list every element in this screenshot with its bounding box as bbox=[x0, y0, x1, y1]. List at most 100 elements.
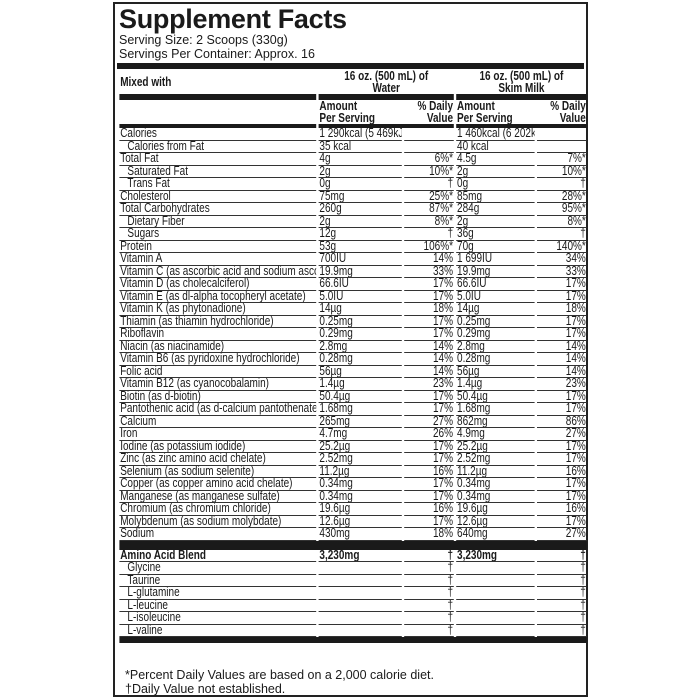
water-amount: 2g bbox=[318, 216, 402, 228]
divider-bar bbox=[117, 63, 584, 69]
milk-amount: 0.34mg bbox=[456, 478, 535, 491]
nutrient-name: Calcium bbox=[119, 416, 317, 428]
divider-bar bbox=[119, 637, 587, 643]
nutrient-name: L-leucine bbox=[119, 600, 317, 612]
water-amount: 50.4µg bbox=[318, 391, 402, 403]
nutrient-name: Amino Acid Blend bbox=[119, 550, 317, 562]
milk-daily-value: † bbox=[537, 228, 587, 241]
nutrient-name: Copper (as copper amino acid chelate) bbox=[119, 478, 317, 491]
milk-daily-value: 34% bbox=[537, 253, 587, 266]
milk-daily-value: 17% bbox=[537, 491, 587, 503]
table-row: L-isoleucine † † bbox=[119, 612, 587, 625]
nutrient-name: Protein bbox=[119, 241, 317, 253]
table-row: Vitamin B12 (as cyanocobalamin) 1.4µg 23% 1… bbox=[119, 378, 587, 391]
water-amount: 0g bbox=[318, 178, 402, 191]
water-daily-value bbox=[404, 128, 454, 141]
nutrient-name: Vitamin E (as dl-alpha tocopheryl acetat… bbox=[119, 291, 317, 303]
milk-amount: 66.6IU bbox=[456, 278, 535, 291]
milk-amount: 3,230mg bbox=[456, 550, 535, 562]
milk-amount: 1 699IU bbox=[456, 253, 535, 266]
water-daily-value: 16% bbox=[404, 503, 454, 516]
milk-daily-value: 17% bbox=[537, 441, 587, 453]
milk-amount: 2g bbox=[456, 216, 535, 228]
milk-amount: 1.68mg bbox=[456, 403, 535, 416]
milk-daily-value bbox=[537, 128, 587, 141]
water-amount: 14µg bbox=[318, 303, 402, 316]
amount-header-milk: Amount Per Serving bbox=[457, 100, 513, 124]
milk-amount: 40 kcal bbox=[456, 141, 535, 153]
water-amount: 12.6µg bbox=[318, 516, 402, 528]
milk-amount bbox=[456, 587, 535, 600]
water-daily-value: 14% bbox=[404, 253, 454, 266]
water-amount: 0.34mg bbox=[318, 491, 402, 503]
nutrient-name: Vitamin B12 (as cyanocobalamin) bbox=[119, 378, 317, 391]
water-daily-value: 106%* bbox=[404, 241, 454, 253]
milk-daily-value bbox=[537, 141, 587, 153]
water-amount: 19.6µg bbox=[318, 503, 402, 516]
panel-title: Supplement Facts bbox=[119, 4, 347, 34]
water-daily-value bbox=[404, 141, 454, 153]
water-amount: 56µg bbox=[318, 366, 402, 378]
water-daily-value: 17% bbox=[404, 391, 454, 403]
milk-daily-value: 17% bbox=[537, 316, 587, 328]
milk-daily-value: 8%* bbox=[537, 216, 587, 228]
table-row: Molybdenum (as sodium molybdate) 12.6µg 17… bbox=[119, 516, 587, 528]
water-amount: 0.29mg bbox=[318, 328, 402, 341]
milk-daily-value: † bbox=[537, 625, 587, 637]
table-row: Sodium 430mg 18% 640mg 27% bbox=[119, 528, 587, 541]
dv-header-water: % Daily Value bbox=[417, 100, 454, 124]
nutrient-name: Zinc (as zinc amino acid chelate) bbox=[119, 453, 317, 466]
milk-daily-value: † bbox=[537, 575, 587, 587]
nutrient-name: Chromium (as chromium chloride) bbox=[119, 503, 317, 516]
table-row: Iron 4.7mg 26% 4.9mg 27% bbox=[119, 428, 587, 441]
milk-daily-value: 14% bbox=[537, 353, 587, 366]
water-amount bbox=[318, 562, 402, 575]
water-amount: 260g bbox=[318, 203, 402, 216]
milk-daily-value: 86% bbox=[537, 416, 587, 428]
milk-amount: 19.9mg bbox=[456, 266, 535, 278]
water-daily-value: 17% bbox=[404, 278, 454, 291]
milk-amount bbox=[456, 600, 535, 612]
nutrient-name: Sugars bbox=[119, 228, 317, 241]
table-row: Calories from Fat 35 kcal 40 kcal bbox=[119, 141, 587, 153]
water-daily-value: 17% bbox=[404, 516, 454, 528]
milk-amount bbox=[456, 575, 535, 587]
water-daily-value: 14% bbox=[404, 366, 454, 378]
water-daily-value: 17% bbox=[404, 453, 454, 466]
milk-daily-value: 17% bbox=[537, 453, 587, 466]
water-amount: 4g bbox=[318, 153, 402, 166]
milk-amount: 862mg bbox=[456, 416, 535, 428]
table-row: Selenium (as sodium selenite) 11.2µg 16% 11… bbox=[119, 466, 587, 478]
water-amount: 19.9mg bbox=[318, 266, 402, 278]
nutrient-name: L-glutamine bbox=[119, 587, 317, 600]
water-daily-value: 17% bbox=[404, 441, 454, 453]
table-row: Manganese (as manganese sulfate) 0.34mg 17… bbox=[119, 491, 587, 503]
nutrient-name: L-isoleucine bbox=[119, 612, 317, 625]
nutrient-name: Pantothenic acid (as d-calcium pantothen… bbox=[119, 403, 317, 416]
water-amount: 11.2µg bbox=[318, 466, 402, 478]
water-amount bbox=[318, 625, 402, 637]
nutrient-name: Vitamin C (as ascorbic acid and sodium a… bbox=[119, 266, 317, 278]
water-amount: 1.68mg bbox=[318, 403, 402, 416]
water-daily-value: 23% bbox=[404, 378, 454, 391]
milk-daily-value: 17% bbox=[537, 291, 587, 303]
water-daily-value: † bbox=[404, 600, 454, 612]
milk-daily-value: 17% bbox=[537, 391, 587, 403]
milk-daily-value: 140%* bbox=[537, 241, 587, 253]
milk-amount: 4.9mg bbox=[456, 428, 535, 441]
supplement-facts-panel: Supplement Facts Serving Size: 2 Scoops … bbox=[113, 2, 588, 697]
milk-daily-value: 95%* bbox=[537, 203, 587, 216]
milk-amount: 1.4µg bbox=[456, 378, 535, 391]
milk-daily-value: † bbox=[537, 612, 587, 625]
water-amount: 66.6IU bbox=[318, 278, 402, 291]
table-row: Vitamin B6 (as pyridoxine hydrochloride)… bbox=[119, 353, 587, 366]
water-amount: 25.2µg bbox=[318, 441, 402, 453]
nutrient-name: Cholesterol bbox=[119, 191, 317, 203]
milk-amount: 12.6µg bbox=[456, 516, 535, 528]
milk-daily-value: 16% bbox=[537, 466, 587, 478]
table-row: Glycine † † bbox=[119, 562, 587, 575]
water-daily-value: † bbox=[404, 178, 454, 191]
nutrient-name: Vitamin K (as phytonadione) bbox=[119, 303, 317, 316]
mixed-with-label: Mixed with bbox=[120, 75, 172, 89]
water-daily-value: 17% bbox=[404, 316, 454, 328]
